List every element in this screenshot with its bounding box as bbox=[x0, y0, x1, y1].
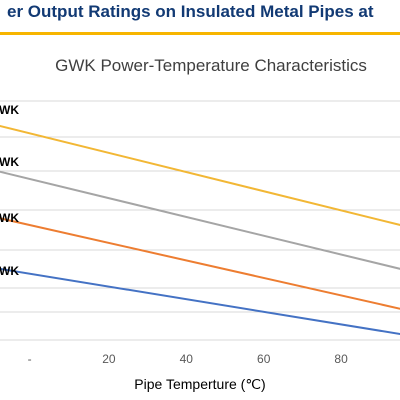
x-tick-label: - bbox=[28, 352, 32, 366]
chart-title: GWK Power-Temperature Characteristics bbox=[55, 56, 367, 75]
series-label-3: WK bbox=[0, 211, 19, 225]
x-axis-title: Pipe Temperture (℃) bbox=[134, 376, 266, 392]
series-label-1: WK bbox=[0, 103, 19, 117]
x-tick-label: 80 bbox=[334, 352, 348, 366]
banner-title: er Output Ratings on Insulated Metal Pip… bbox=[7, 2, 374, 21]
series-line-4 bbox=[0, 267, 400, 336]
series-label-2: WK bbox=[0, 155, 19, 169]
series-line-2 bbox=[0, 170, 400, 270]
x-tick-label: 40 bbox=[180, 352, 194, 366]
x-tick-label: 60 bbox=[257, 352, 271, 366]
banner-accent-rule bbox=[0, 32, 400, 35]
banner: er Output Ratings on Insulated Metal Pip… bbox=[0, 0, 400, 40]
series-label-4: WK bbox=[0, 264, 19, 278]
x-tick-label: 20 bbox=[102, 352, 116, 366]
series-line-3 bbox=[0, 217, 400, 310]
series-line-1 bbox=[0, 124, 400, 226]
